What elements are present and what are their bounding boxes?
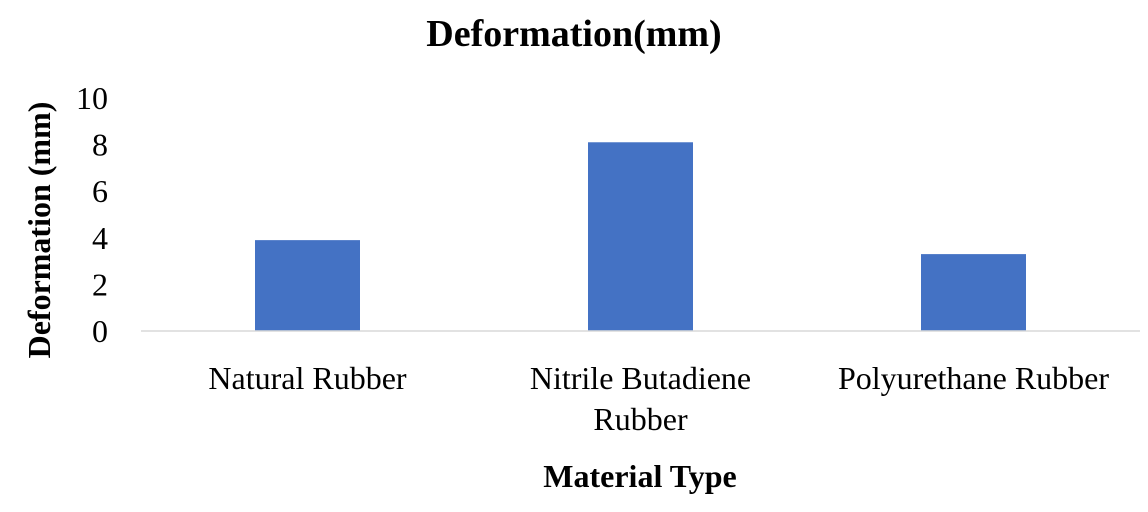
x-tick-label-line: Nitrile Butadiene — [530, 360, 751, 396]
x-tick-label-line: Rubber — [593, 401, 688, 437]
bars — [255, 142, 1026, 331]
y-axis-ticks: 0 2 4 6 8 10 — [76, 80, 108, 349]
x-axis-title: Material Type — [543, 458, 736, 494]
chart-title: Deformation(mm) — [426, 13, 721, 55]
y-tick-label: 4 — [92, 220, 108, 256]
bar — [588, 142, 693, 331]
y-axis-title: Deformation (mm) — [21, 102, 57, 359]
y-tick-label: 6 — [92, 173, 108, 209]
x-tick-label: Nitrile Butadiene Rubber — [530, 360, 751, 437]
x-tick-label-line: Polyurethane Rubber — [838, 360, 1109, 396]
x-tick-label-line: Natural Rubber — [208, 360, 407, 396]
y-tick-label: 2 — [92, 266, 108, 302]
y-tick-label: 0 — [92, 313, 108, 349]
y-tick-label: 8 — [92, 127, 108, 163]
x-tick-label: Natural Rubber — [208, 360, 407, 396]
bar — [255, 240, 360, 331]
y-tick-label: 10 — [76, 80, 108, 116]
bar — [921, 254, 1026, 331]
x-axis-labels: Natural Rubber Nitrile Butadiene Rubber Pol… — [208, 360, 1109, 437]
x-tick-label: Polyurethane Rubber — [838, 360, 1109, 396]
